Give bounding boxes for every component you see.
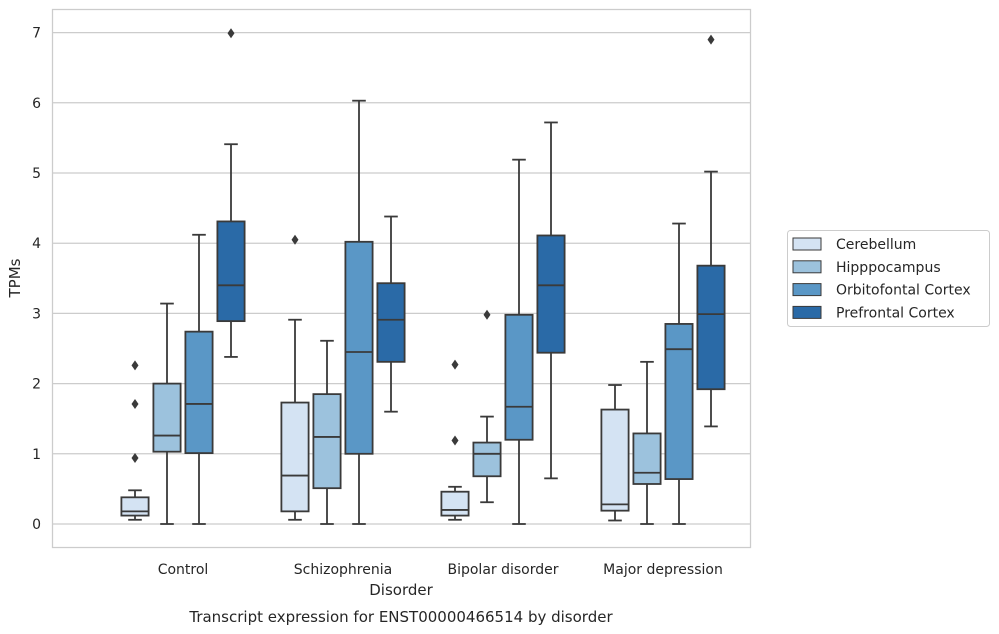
box-3-1 bbox=[632, 360, 662, 525]
x-tick-label: Control bbox=[158, 562, 209, 578]
outlier-point bbox=[291, 234, 299, 245]
outlier-point bbox=[451, 359, 459, 370]
y-tick-label: 0 bbox=[32, 517, 41, 533]
box-2-3 bbox=[536, 121, 566, 480]
box-2-1 bbox=[472, 309, 502, 504]
box-iqr bbox=[312, 393, 342, 490]
box-3-0 bbox=[600, 384, 630, 522]
y-axis-title: TPMs bbox=[6, 258, 24, 298]
box-0-3 bbox=[216, 28, 246, 358]
box-3-3 bbox=[696, 34, 726, 428]
x-tick-label: Bipolar disorder bbox=[447, 562, 558, 578]
x-tick-labels: Control Schizophrenia Bipolar disorder Majo… bbox=[158, 562, 723, 578]
box-iqr bbox=[600, 408, 630, 512]
outlier-point bbox=[227, 28, 235, 39]
y-tick-label: 3 bbox=[32, 306, 41, 322]
box-iqr bbox=[440, 490, 470, 517]
y-tick-label: 6 bbox=[32, 96, 41, 112]
legend-label: Prefrontal Cortex bbox=[836, 305, 955, 321]
box-iqr bbox=[280, 401, 310, 513]
box-iqr bbox=[344, 240, 374, 455]
box-0-1 bbox=[152, 302, 182, 525]
box-iqr bbox=[376, 282, 406, 363]
outlier-point bbox=[131, 398, 139, 409]
box-iqr bbox=[216, 220, 246, 323]
box-2-0 bbox=[440, 359, 470, 521]
box-iqr bbox=[632, 432, 662, 485]
box-1-1 bbox=[312, 339, 342, 525]
legend-label: Orbitofontal Cortex bbox=[836, 283, 971, 299]
outlier-point bbox=[131, 453, 139, 464]
box-iqr bbox=[696, 264, 726, 391]
legend-swatch bbox=[792, 283, 822, 297]
outlier-point bbox=[483, 309, 491, 320]
outlier-point bbox=[131, 360, 139, 371]
box-3-2 bbox=[664, 222, 694, 525]
box-iqr bbox=[504, 313, 534, 441]
legend-label: Hipppocampus bbox=[836, 260, 941, 276]
box-1-0 bbox=[280, 234, 310, 521]
box-iqr bbox=[536, 234, 566, 354]
box-1-2 bbox=[344, 99, 374, 525]
box-groups bbox=[120, 28, 726, 525]
y-tick-label: 2 bbox=[32, 377, 41, 393]
box-iqr bbox=[152, 382, 182, 453]
box-2-2 bbox=[504, 158, 534, 525]
outlier-point bbox=[707, 34, 715, 45]
box-iqr bbox=[184, 330, 214, 454]
legend-swatch bbox=[792, 305, 822, 319]
y-tick-label: 1 bbox=[32, 447, 41, 463]
chart-title: Transcript expression for ENST0000046651… bbox=[188, 608, 613, 626]
y-tick-label: 4 bbox=[32, 236, 41, 252]
box-iqr bbox=[664, 323, 694, 480]
box-0-0 bbox=[120, 360, 150, 521]
box-iqr bbox=[120, 496, 150, 517]
legend-swatch bbox=[792, 260, 822, 274]
box-iqr bbox=[472, 441, 502, 478]
legend-swatch bbox=[792, 237, 822, 251]
legend-frame bbox=[787, 230, 990, 327]
x-axis-title: Disorder bbox=[369, 581, 433, 599]
y-tick-labels: 0 1 2 3 4 5 6 7 bbox=[32, 26, 41, 533]
box-1-3 bbox=[376, 215, 406, 413]
plot-frame bbox=[51, 8, 752, 549]
y-tick-label: 5 bbox=[32, 166, 41, 182]
y-tick-label: 7 bbox=[32, 26, 41, 42]
box-0-2 bbox=[184, 233, 214, 525]
legend: Cerebellum Hipppocampus Orbitofontal Corte… bbox=[787, 230, 990, 327]
x-tick-label: Schizophrenia bbox=[294, 562, 392, 578]
x-tick-label: Major depression bbox=[603, 562, 723, 578]
legend-label: Cerebellum bbox=[836, 237, 916, 253]
outlier-point bbox=[451, 435, 459, 446]
